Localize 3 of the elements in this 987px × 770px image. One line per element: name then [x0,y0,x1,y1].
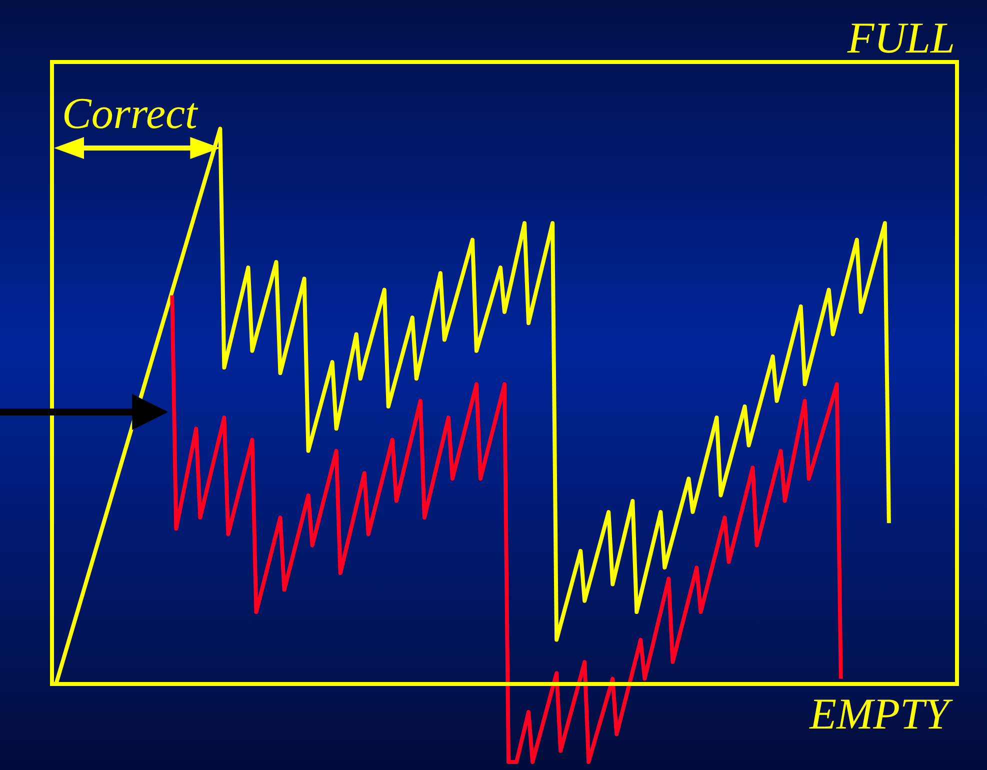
ref-line-label: FULL [846,14,955,62]
annotation: Correct [62,88,198,138]
ref-line-label: EMPTY [808,690,954,739]
